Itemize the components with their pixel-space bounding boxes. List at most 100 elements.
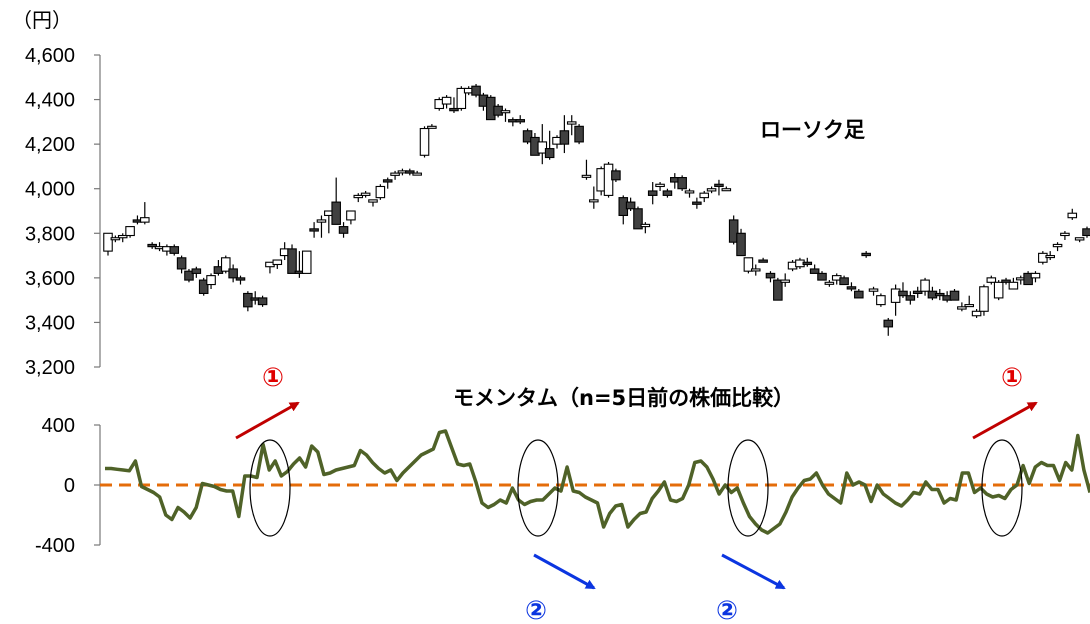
candle-body	[272, 259, 283, 266]
price-tick-label: 3,600	[25, 268, 75, 290]
price-tick-label: 3,200	[25, 357, 75, 379]
candle-body	[537, 141, 548, 154]
candle	[1067, 208, 1078, 220]
candle	[272, 259, 283, 269]
candle	[971, 309, 982, 318]
candle	[309, 222, 319, 238]
candle	[1001, 277, 1011, 285]
candle	[1030, 271, 1041, 283]
candle-body	[206, 275, 216, 286]
candle-body	[419, 127, 430, 156]
price-unit-label: （円）	[12, 9, 72, 32]
candle-body	[382, 179, 393, 183]
highlight-ellipse	[727, 439, 769, 537]
candle-body	[684, 190, 695, 194]
candle	[117, 233, 128, 243]
candlestick-label: ローソク足	[760, 118, 865, 142]
candle-body	[677, 177, 687, 190]
candle-body	[809, 268, 820, 274]
candle	[449, 97, 459, 113]
candle	[500, 108, 511, 122]
candle	[544, 130, 555, 160]
sell-signal-marker: ②	[716, 596, 738, 624]
candle	[957, 302, 967, 312]
candle-body	[986, 277, 997, 283]
candle	[235, 275, 246, 285]
candle-body	[750, 268, 761, 272]
candle-body	[957, 306, 967, 310]
candle-body	[721, 188, 732, 192]
candle-body	[522, 130, 533, 143]
candle	[169, 244, 180, 256]
candle-body	[140, 217, 150, 223]
candle-body	[1074, 237, 1085, 241]
candlestick-series	[103, 83, 1090, 336]
price-tick-label: 4,000	[25, 179, 75, 201]
candle-body	[611, 170, 621, 181]
candle	[110, 235, 121, 243]
candle	[964, 295, 975, 308]
candle	[706, 186, 717, 194]
candle-body	[589, 199, 599, 203]
candle-body	[235, 277, 246, 281]
candle-body	[581, 174, 592, 178]
candle-body	[441, 96, 452, 105]
candle	[184, 268, 194, 283]
candle-body	[331, 201, 341, 225]
candle-body	[257, 297, 268, 306]
candle	[515, 115, 525, 125]
candle-body	[898, 290, 908, 297]
candle	[876, 293, 886, 307]
candle-body	[1008, 281, 1019, 290]
candle-body	[949, 290, 960, 301]
candle	[228, 264, 238, 283]
candle-body	[736, 232, 746, 257]
candle-body	[360, 192, 371, 196]
candle	[979, 284, 989, 316]
down-arrow	[533, 553, 596, 590]
candle	[912, 286, 923, 298]
buy-signal-marker: ①	[262, 363, 284, 393]
candle-body	[1082, 228, 1090, 237]
candle	[898, 282, 908, 298]
candle-body	[802, 261, 813, 266]
candle	[655, 182, 665, 191]
candle	[589, 186, 599, 209]
candle-body	[706, 188, 717, 192]
up-arrow	[972, 401, 1038, 440]
candle-body	[868, 288, 879, 292]
candle	[640, 222, 651, 234]
price-tick-label: 4,400	[25, 90, 75, 112]
candle	[802, 257, 813, 267]
candle	[721, 186, 732, 192]
candle-body	[368, 199, 378, 203]
candle	[419, 126, 430, 158]
candle-body	[728, 219, 739, 243]
candle	[839, 275, 849, 286]
candle	[382, 177, 393, 189]
candle-body	[692, 201, 702, 205]
momentum-label: モメンタム（n=5日前の株価比較）	[453, 386, 794, 410]
candle-body	[1052, 243, 1063, 248]
candle-body	[662, 190, 673, 196]
candle-body	[1030, 272, 1041, 279]
momentum-axis: 400 0 -400	[35, 415, 101, 557]
candle	[368, 199, 378, 207]
momentum-tick-label: 400	[42, 415, 75, 437]
candle-body	[1045, 255, 1055, 259]
candle-body	[993, 281, 1004, 299]
candle-body	[375, 185, 386, 199]
candle-body	[979, 286, 989, 312]
price-tick-label: 3,400	[25, 312, 75, 334]
candle-body	[743, 257, 754, 272]
momentum-tick-label: 0	[64, 475, 75, 497]
candle-body	[184, 270, 194, 281]
candle	[140, 202, 150, 225]
candle-body	[456, 87, 467, 110]
candle-body	[633, 208, 643, 230]
price-tick-label: 3,800	[25, 223, 75, 245]
up-arrow	[235, 401, 300, 440]
candle-body	[338, 226, 349, 234]
candle-body	[449, 107, 459, 112]
candle-body	[301, 250, 312, 274]
